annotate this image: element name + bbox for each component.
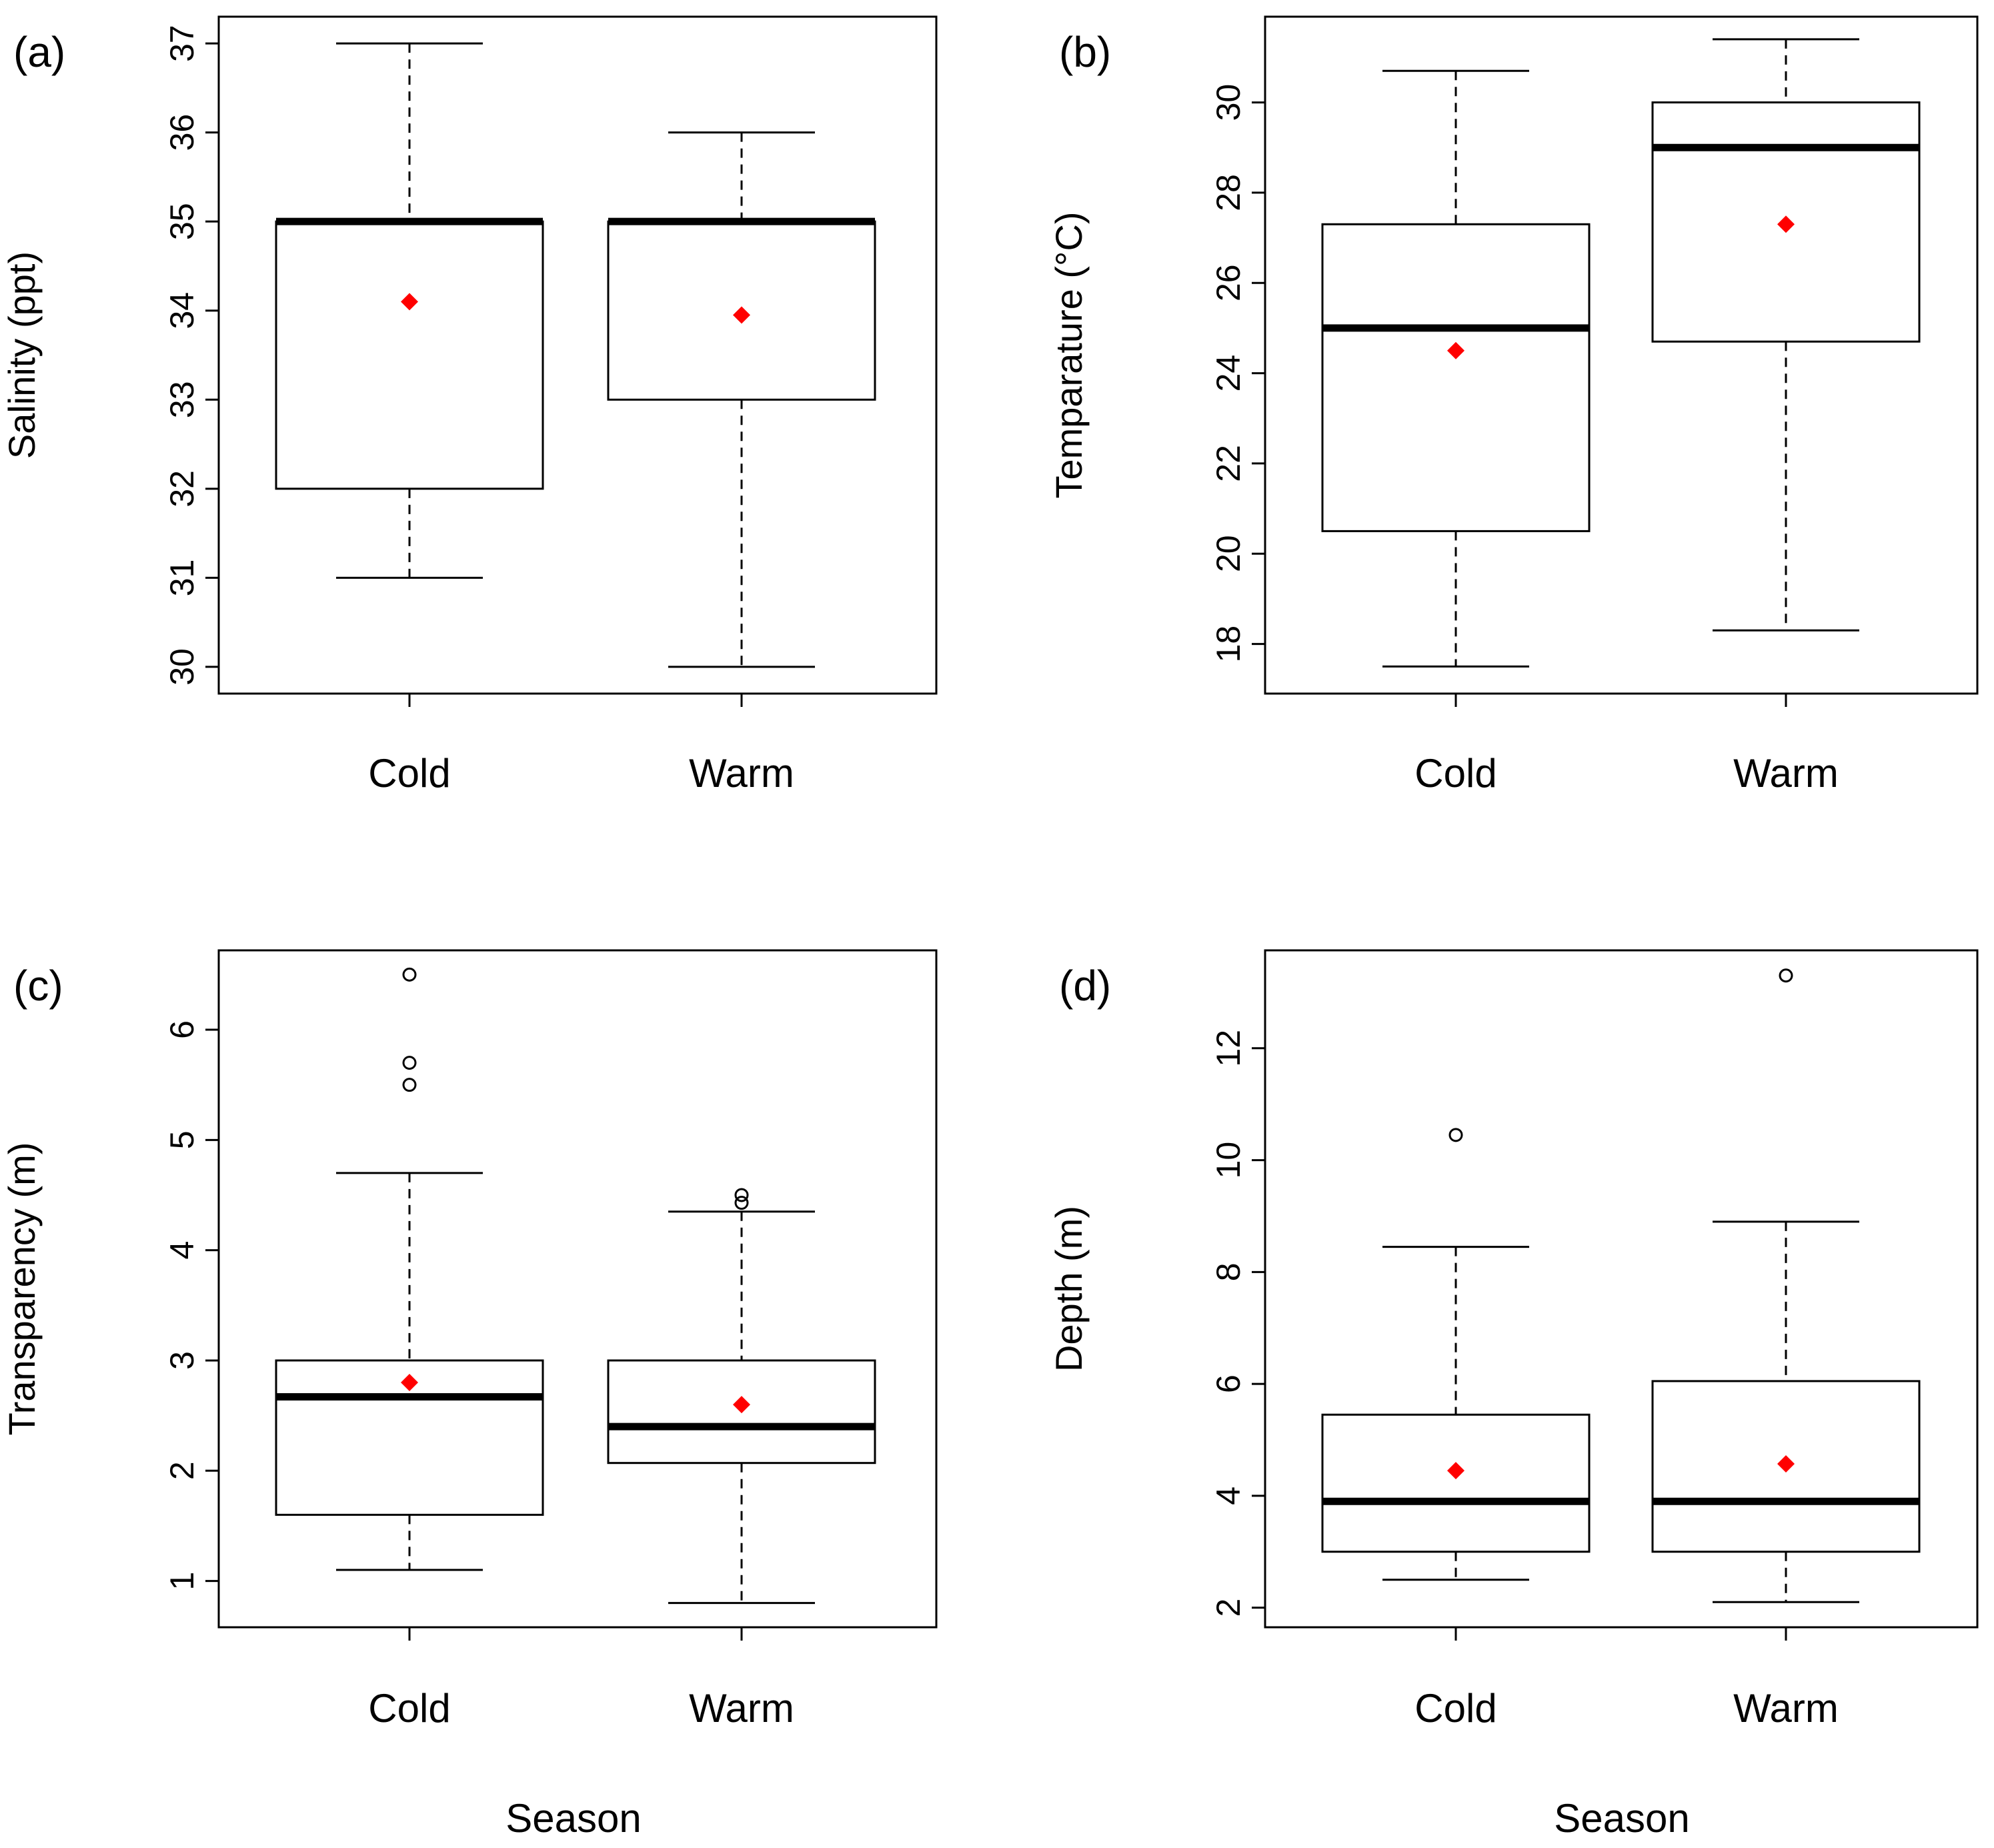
y-tick-label: 37 — [163, 25, 201, 62]
y-tick-label: 33 — [163, 381, 201, 418]
y-tick-label: 18 — [1210, 626, 1247, 663]
y-tick-label: 6 — [163, 1020, 201, 1039]
panel-label: (d) — [1059, 962, 1111, 1010]
y-tick-label: 6 — [1210, 1374, 1247, 1393]
box-cold — [1321, 1128, 1591, 1581]
panel-label: (b) — [1059, 28, 1111, 76]
iqr-box — [1321, 223, 1591, 532]
outlier-point — [402, 1056, 417, 1070]
plot-frame — [217, 949, 938, 1629]
y-tick-label: 31 — [163, 560, 201, 597]
y-axis-label: Depth (m) — [1048, 1206, 1090, 1372]
box-warm — [607, 1188, 876, 1605]
y-tick-label: 1 — [163, 1572, 201, 1591]
season-label-right: Season — [1554, 1796, 1690, 1841]
mean-marker — [733, 1396, 750, 1414]
plot-frame — [217, 15, 938, 695]
y-tick-label: 30 — [1210, 84, 1247, 121]
box-cold — [1321, 69, 1591, 668]
panel-d: (d) Depth (m) 2 4 6 8 10 12 Cold Warm — [1048, 949, 1979, 1731]
y-tick-label: 34 — [163, 292, 201, 329]
y-tick-label: 36 — [163, 114, 201, 151]
category-label: Warm — [689, 1686, 794, 1731]
mean-marker — [1447, 1462, 1464, 1480]
outlier-point — [402, 967, 417, 982]
y-tick-label: 4 — [163, 1241, 201, 1260]
season-label-left: Season — [506, 1796, 642, 1841]
y-tick-label: 26 — [1210, 264, 1247, 301]
y-tick-label: 5 — [163, 1130, 201, 1149]
y-tick-label: 4 — [1210, 1487, 1247, 1505]
category-label: Cold — [1414, 751, 1497, 796]
mean-marker — [733, 306, 750, 324]
box-warm — [607, 131, 876, 668]
y-tick-label: 22 — [1210, 445, 1247, 482]
y-tick-label: 32 — [163, 470, 201, 508]
plot-frame — [1264, 949, 1979, 1629]
y-tick-label: 24 — [1210, 355, 1247, 392]
box-warm — [1651, 38, 1921, 632]
outlier-point — [734, 1196, 749, 1210]
panel-a: (a) Salinity (ppt) 30 31 32 33 34 35 36 37 Cold War… — [1, 15, 938, 796]
y-tick-label: 12 — [1210, 1030, 1247, 1067]
mean-marker — [1777, 215, 1795, 233]
y-tick-label: 2 — [163, 1461, 201, 1480]
iqr-box — [275, 220, 544, 490]
panel-label: (c) — [13, 962, 63, 1010]
outlier-point — [1448, 1128, 1463, 1142]
category-label: Cold — [1414, 1686, 1497, 1731]
outlier-point — [734, 1188, 749, 1202]
box-warm — [1651, 968, 1921, 1603]
y-axis-label: Salinity (ppt) — [1, 251, 43, 459]
y-tick-label: 35 — [163, 203, 201, 240]
y-tick-label: 2 — [1210, 1599, 1247, 1617]
mean-marker — [1447, 341, 1464, 359]
panel-c: (c) Transparency (m) 1 2 3 4 5 6 Cold Warm — [1, 949, 938, 1731]
y-tick-label: 30 — [163, 648, 201, 686]
plot-frame — [1264, 15, 1979, 695]
y-axis-label: Temparature (°C) — [1048, 211, 1090, 498]
category-label: Cold — [368, 1686, 450, 1731]
outlier-point — [402, 1078, 417, 1092]
mean-marker — [401, 1374, 418, 1392]
box-cold — [275, 42, 544, 579]
category-label: Warm — [1733, 1686, 1839, 1731]
category-label: Warm — [689, 751, 794, 796]
outlier-point — [1779, 968, 1793, 983]
mean-marker — [401, 293, 418, 311]
y-axis-label: Transparency (m) — [1, 1142, 43, 1436]
mean-marker — [1777, 1455, 1795, 1473]
box-cold — [275, 967, 544, 1571]
category-label: Cold — [368, 751, 450, 796]
y-tick-label: 10 — [1210, 1142, 1247, 1179]
y-tick-label: 28 — [1210, 174, 1247, 211]
panel-b: (b) Temparature (°C) 18 20 22 24 26 28 30 Cold War… — [1048, 15, 1979, 796]
category-label: Warm — [1733, 751, 1839, 796]
y-tick-label: 3 — [163, 1351, 201, 1370]
panel-label: (a) — [13, 28, 65, 76]
iqr-box — [1321, 1413, 1591, 1553]
y-tick-label: 8 — [1210, 1262, 1247, 1281]
y-tick-label: 20 — [1210, 535, 1247, 572]
